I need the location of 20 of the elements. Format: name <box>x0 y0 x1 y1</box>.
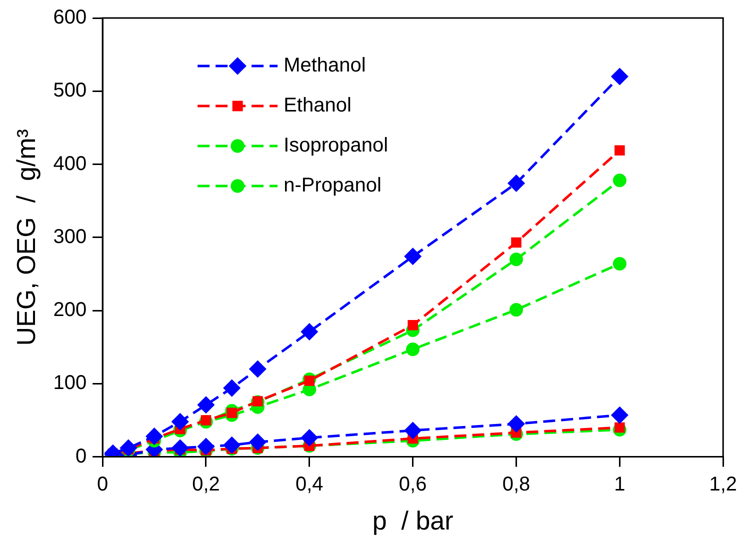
y-tick-label: 200 <box>53 299 87 322</box>
y-axis-title: UEG, OEG / g/m³ <box>10 128 41 346</box>
x-tick-label: 1,2 <box>709 473 738 496</box>
x-tick-label: 0 <box>97 473 108 496</box>
legend-label: n-Propanol <box>284 174 382 197</box>
legend-label: Isopropanol <box>284 134 388 157</box>
y-tick-label: 300 <box>53 226 87 248</box>
legend-label: Ethanol <box>284 94 352 117</box>
x-tick-label: 0,4 <box>296 473 324 496</box>
x-axis-title: p / bar <box>372 506 454 536</box>
legend-label: Methanol <box>284 54 366 77</box>
y-tick-label: 0 <box>75 445 87 468</box>
y-tick-label: 600 <box>53 6 87 29</box>
y-tick-label: 100 <box>53 372 87 394</box>
x-tick-label: 0,2 <box>192 473 220 496</box>
x-tick-label: 0,6 <box>398 473 427 496</box>
y-tick-label: 500 <box>53 80 87 102</box>
y-tick-label: 400 <box>53 152 87 175</box>
x-tick-label: 1 <box>614 473 626 496</box>
x-tick-label: 0,8 <box>502 473 530 496</box>
